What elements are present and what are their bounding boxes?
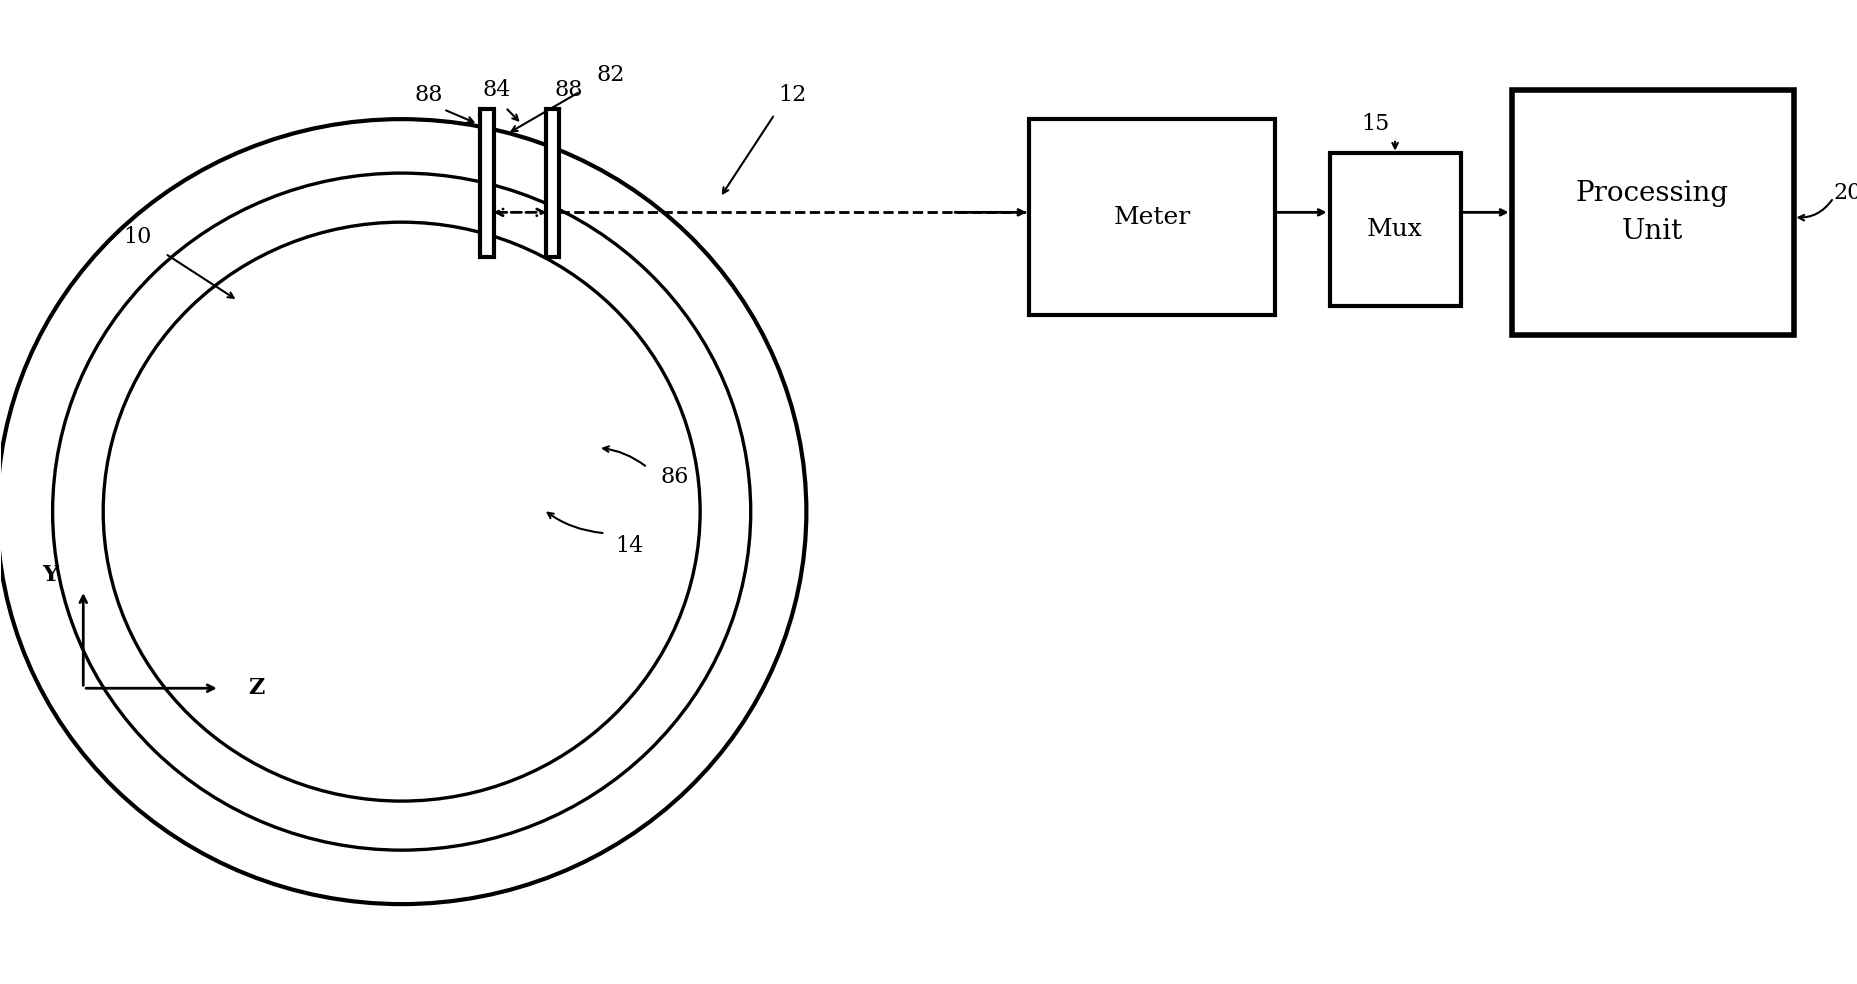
Bar [481,109,494,257]
Text: 84: 84 [481,79,511,100]
Text: 12: 12 [778,84,806,105]
Text: 88: 88 [414,84,444,105]
Text: Processing
Unit: Processing Unit [1575,180,1729,245]
Bar [546,109,559,257]
Text: 14: 14 [615,535,643,557]
Text: 15: 15 [1361,113,1389,135]
Text: 82: 82 [596,64,624,86]
Text: 88: 88 [555,79,583,100]
Bar [1512,90,1792,335]
Text: Z: Z [247,677,264,700]
Text: Y: Y [43,565,58,586]
Bar [1029,119,1274,316]
Text: 10: 10 [124,226,152,248]
Text: 86: 86 [659,466,689,488]
Text: 20: 20 [1833,182,1857,204]
Text: Mux: Mux [1367,218,1422,241]
Text: Meter: Meter [1112,206,1190,228]
Bar [1330,154,1460,306]
